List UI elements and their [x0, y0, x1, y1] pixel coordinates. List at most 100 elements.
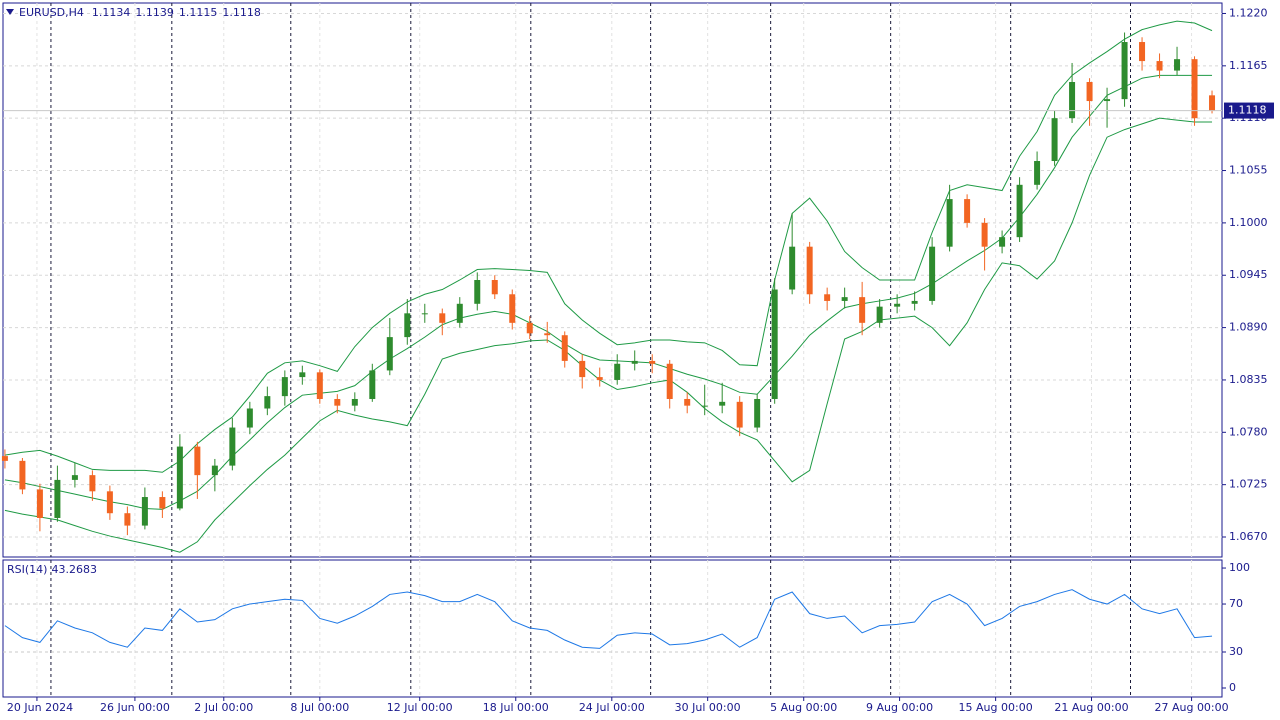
y-tick-label: 1.1000 [1229, 216, 1268, 229]
quote-high: 1.1139 [135, 6, 174, 19]
candle-body [999, 237, 1006, 247]
candle-body [421, 313, 428, 315]
rsi-name: RSI(14) [7, 563, 47, 576]
candle-body [526, 322, 533, 334]
candle-body [841, 297, 848, 301]
x-tick-label: 8 Jul 00:00 [290, 701, 349, 714]
candle-body [141, 497, 148, 526]
quote-low: 1.1115 [179, 6, 218, 19]
candle-body [1034, 161, 1041, 185]
y-tick-label: 1.1055 [1229, 164, 1268, 177]
x-tick-label: 30 Jul 00:00 [675, 701, 741, 714]
candle-body [1104, 99, 1111, 102]
x-tick-label: 9 Aug 00:00 [866, 701, 933, 714]
candle-body [1191, 59, 1198, 119]
candle-body [194, 446, 201, 476]
candle-body [1, 456, 8, 461]
candle-body [1121, 42, 1128, 100]
candle-body [824, 294, 831, 301]
candle-body [491, 280, 498, 295]
candle-body [631, 360, 638, 364]
candle-body [614, 363, 621, 380]
candle-body [211, 465, 218, 476]
candle-body [666, 363, 673, 399]
candle-body [281, 377, 288, 397]
candle-body [176, 446, 183, 509]
candle-body [456, 303, 463, 323]
x-tick-label: 21 Aug 00:00 [1054, 701, 1128, 714]
rsi-panel [2, 559, 1223, 698]
candle-body [701, 405, 708, 407]
candle-body [1174, 59, 1181, 71]
y-tick-label: 1.0890 [1229, 321, 1268, 334]
candle-body [1069, 82, 1076, 119]
candle-body [1139, 42, 1146, 62]
candle-body [981, 222, 988, 247]
candle-body [736, 401, 743, 428]
x-tick-label: 27 Aug 00:00 [1154, 701, 1228, 714]
rsi-tick-label: 30 [1229, 645, 1243, 658]
candle-body [299, 372, 306, 378]
x-tick-label: 18 Jul 00:00 [483, 701, 549, 714]
candle-body [911, 300, 918, 304]
candle-body [789, 246, 796, 290]
candle-body [719, 401, 726, 406]
bollinger-middle [4, 74, 1213, 510]
candle-body [929, 246, 936, 301]
candle-body [1209, 95, 1216, 111]
candle-body [894, 303, 901, 307]
candle-body [876, 306, 883, 323]
candle-body [1016, 184, 1023, 238]
candle-body [159, 497, 166, 509]
rsi-tick-label: 100 [1229, 561, 1250, 574]
y-tick-label: 1.0670 [1229, 530, 1268, 543]
y-tick-label: 1.1220 [1229, 6, 1268, 19]
symbol-menu-icon[interactable] [6, 9, 14, 15]
candle-body [1086, 82, 1093, 102]
symbol-header: EURUSD,H4 1.1134 1.1139 1.1115 1.1118 [19, 6, 261, 19]
y-tick-label: 1.1165 [1229, 59, 1268, 72]
candle-body [54, 479, 61, 518]
current-price-label: 1.1118 [1228, 104, 1267, 117]
candle-body [544, 333, 551, 336]
candle-body [369, 370, 376, 399]
x-tick-label: 2 Jul 00:00 [194, 701, 253, 714]
candle-body [386, 337, 393, 371]
candle-body [404, 313, 411, 338]
y-tick-label: 1.0780 [1229, 425, 1268, 438]
x-tick-label: 15 Aug 00:00 [959, 701, 1033, 714]
candle-body [964, 199, 971, 223]
price-panel [2, 2, 1223, 558]
x-tick-label: 20 Jun 2024 [7, 701, 73, 714]
candle-body [19, 460, 26, 490]
candle-body [474, 280, 481, 304]
candle-body [1156, 61, 1163, 71]
candle-body [229, 427, 236, 466]
symbol: EURUSD,H4 [19, 6, 84, 19]
rsi-tick-label: 70 [1229, 597, 1243, 610]
candle-body [561, 335, 568, 361]
candle-body [596, 377, 603, 380]
candle-body [649, 360, 656, 364]
x-tick-label: 5 Aug 00:00 [770, 701, 837, 714]
candle-body [509, 294, 516, 323]
y-tick-label: 1.0945 [1229, 268, 1268, 281]
candle-body [124, 513, 131, 526]
candle-body [264, 396, 271, 409]
x-tick-label: 12 Jul 00:00 [387, 701, 453, 714]
candle-body [316, 372, 323, 399]
current-price-box [1224, 102, 1274, 119]
rsi-header: RSI(14) 43.2683 [7, 563, 97, 576]
candle-body [246, 408, 253, 428]
candle-body [859, 297, 866, 323]
plot-layer: 1.12201.11651.11101.10551.10001.09451.08… [1, 3, 1274, 714]
candle-body [754, 398, 761, 428]
candle-body [1051, 118, 1058, 162]
bollinger-upper [4, 20, 1213, 473]
candle-body [439, 313, 446, 323]
bollinger-lower [4, 117, 1213, 553]
candle-body [771, 289, 778, 399]
rsi-value: 43.2683 [51, 563, 97, 576]
